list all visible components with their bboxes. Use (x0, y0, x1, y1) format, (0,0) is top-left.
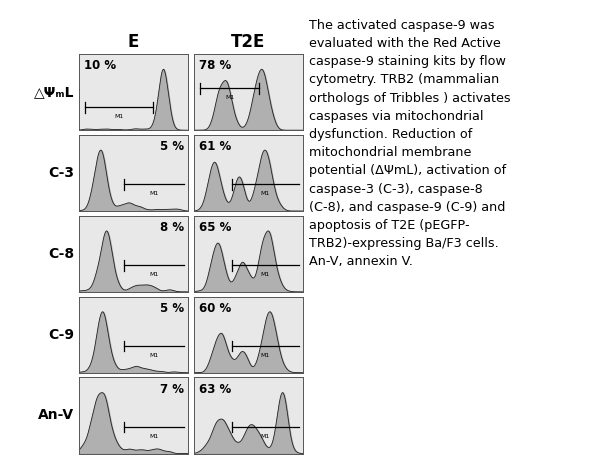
Text: 5 %: 5 % (160, 302, 185, 315)
Text: C-9: C-9 (48, 328, 74, 342)
Text: 65 %: 65 % (199, 221, 232, 234)
Text: 78 %: 78 % (199, 59, 231, 72)
Text: 8 %: 8 % (160, 221, 185, 234)
Text: M1: M1 (261, 272, 270, 277)
Text: M1: M1 (261, 353, 270, 358)
Text: M1: M1 (149, 434, 159, 439)
Text: M1: M1 (261, 434, 270, 439)
Text: M1: M1 (149, 191, 159, 196)
Text: 10 %: 10 % (84, 59, 116, 72)
Text: T2E: T2E (231, 33, 265, 51)
Text: C-8: C-8 (48, 247, 74, 261)
Text: M1: M1 (261, 191, 270, 196)
Text: M1: M1 (114, 114, 123, 119)
Text: 61 %: 61 % (199, 140, 231, 153)
Text: M1: M1 (149, 272, 159, 277)
Text: 7 %: 7 % (160, 383, 185, 396)
Text: 63 %: 63 % (199, 383, 231, 396)
Text: M1: M1 (149, 353, 159, 358)
Text: The activated caspase-9 was
evaluated with the Red Active
caspase-9 staining kit: The activated caspase-9 was evaluated wi… (309, 19, 510, 268)
Text: E: E (128, 33, 139, 51)
Text: △ΨₘL: △ΨₘL (34, 85, 74, 99)
Text: 60 %: 60 % (199, 302, 231, 315)
Text: M1: M1 (225, 95, 234, 100)
Text: C-3: C-3 (48, 166, 74, 180)
Text: An-V: An-V (38, 408, 74, 423)
Text: 5 %: 5 % (160, 140, 185, 153)
